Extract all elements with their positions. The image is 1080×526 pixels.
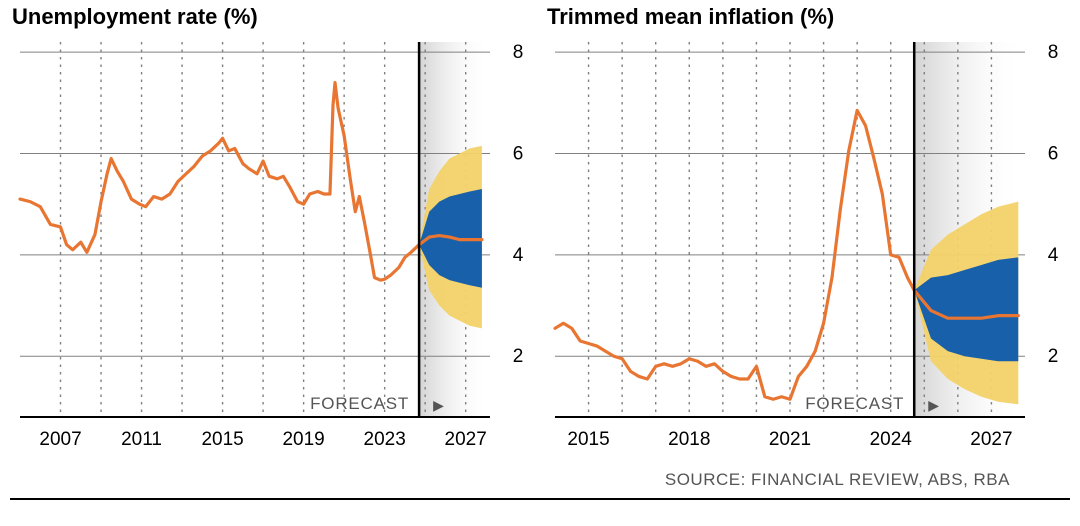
chart-pair-container: Unemployment rate (%) 2 4 6 8 2007 2011 2015 20… bbox=[0, 0, 1080, 508]
y-tick-label: 8 bbox=[1048, 42, 1059, 63]
forecast-label: FORECAST bbox=[805, 394, 904, 413]
x-tick-label: 2007 bbox=[39, 429, 81, 450]
x-tick-label: 2021 bbox=[769, 429, 811, 450]
y-tick-label: 2 bbox=[513, 346, 524, 367]
unemployment-chart: 2 4 6 8 2007 2011 2015 2019 2023 2027 FORECAST ▶ bbox=[10, 32, 535, 462]
source-attribution: SOURCE: FINANCIAL REVIEW, ABS, RBA bbox=[10, 462, 1070, 494]
y-tick-label: 2 bbox=[1048, 346, 1059, 367]
x-tick-label: 2023 bbox=[364, 429, 406, 450]
forecast-play-icon: ▶ bbox=[928, 397, 939, 413]
unemployment-title: Unemployment rate (%) bbox=[12, 4, 535, 30]
x-tick-label: 2015 bbox=[567, 429, 609, 450]
bottom-rule bbox=[10, 498, 1070, 500]
x-tick-label: 2018 bbox=[668, 429, 710, 450]
y-tick-label: 6 bbox=[513, 143, 524, 164]
y-tick-label: 6 bbox=[1048, 143, 1059, 164]
inflation-title: Trimmed mean inflation (%) bbox=[547, 4, 1070, 30]
x-tick-label: 2019 bbox=[282, 429, 324, 450]
series-line bbox=[20, 83, 419, 281]
x-tick-label: 2027 bbox=[445, 429, 487, 450]
x-tick-label: 2015 bbox=[201, 429, 243, 450]
inflation-panel: Trimmed mean inflation (%) 2468201520182… bbox=[545, 4, 1070, 462]
x-tick-label: 2024 bbox=[870, 429, 913, 450]
y-tick-label: 8 bbox=[513, 42, 524, 63]
forecast-play-icon: ▶ bbox=[433, 397, 444, 413]
y-tick-label: 4 bbox=[1048, 245, 1059, 266]
charts-row: Unemployment rate (%) 2 4 6 8 2007 2011 2015 20… bbox=[10, 4, 1070, 462]
y-tick-label: 4 bbox=[513, 245, 524, 266]
x-tick-label: 2027 bbox=[970, 429, 1012, 450]
x-tick-label: 2011 bbox=[121, 429, 162, 450]
unemployment-panel: Unemployment rate (%) 2 4 6 8 2007 2011 2015 20… bbox=[10, 4, 535, 462]
inflation-chart: 2 4 6 8 2015 2018 2021 2024 2027 FORECAST ▶ bbox=[545, 32, 1070, 462]
forecast-label: FORECAST bbox=[310, 394, 409, 413]
